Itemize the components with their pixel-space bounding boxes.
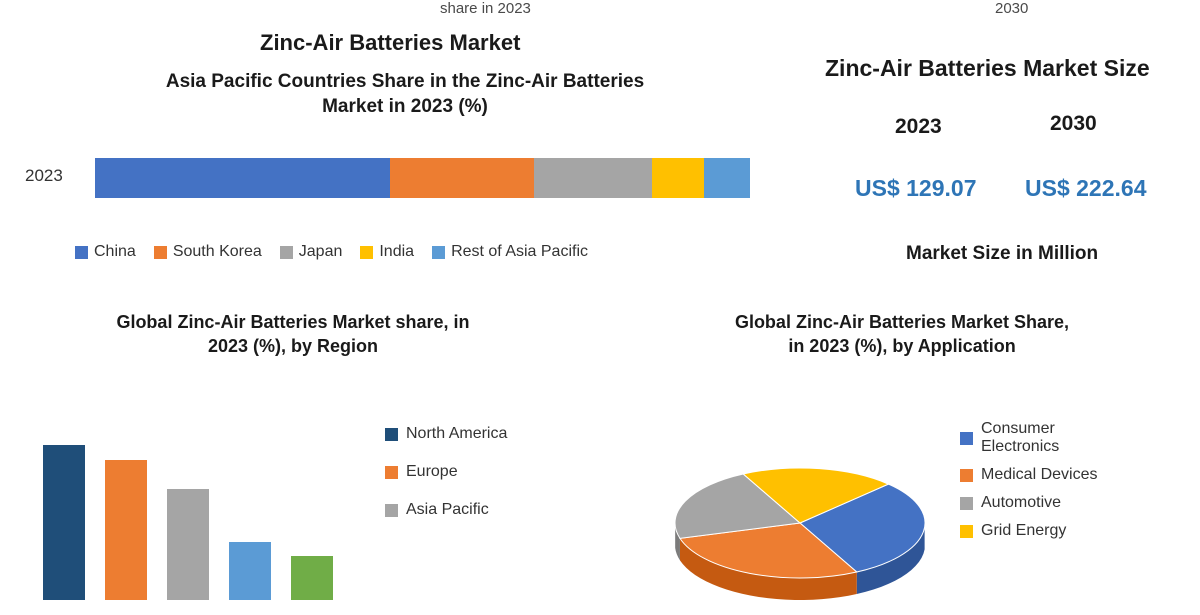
- apac-legend: China South Korea Japan India Rest of Asia P…: [75, 243, 775, 261]
- region-bar: [229, 542, 271, 600]
- region-bar: [43, 445, 85, 600]
- pie-chart: [660, 455, 940, 610]
- legend-swatch: [385, 428, 398, 441]
- region-bar: [167, 489, 209, 600]
- stacked-segment: [652, 158, 704, 198]
- apac-stacked-bar: [95, 158, 750, 198]
- legend-label: Asia Pacific: [406, 501, 489, 519]
- legend-label: China: [94, 243, 136, 261]
- legend-item: Europe: [385, 463, 507, 481]
- legend-item: Automotive: [960, 494, 1131, 512]
- legend-item: Consumer Electronics: [960, 420, 1131, 456]
- main-title: Zinc-Air Batteries Market: [260, 30, 520, 56]
- legend-swatch: [75, 246, 88, 259]
- truncated-text-left: share in 2023: [440, 0, 531, 17]
- legend-swatch: [280, 246, 293, 259]
- legend-label: Grid Energy: [981, 522, 1066, 540]
- stacked-segment: [390, 158, 534, 198]
- pie-legend: Consumer Electronics Medical Devices Autom…: [960, 420, 1131, 540]
- legend-item: North America: [385, 425, 507, 443]
- legend-label: Japan: [299, 243, 343, 261]
- pie-chart-title: Global Zinc-Air Batteries Market Share, …: [682, 310, 1122, 359]
- market-size-title: Zinc-Air Batteries Market Size: [825, 55, 1150, 82]
- region-legend: North America Europe Asia Pacific: [385, 425, 507, 519]
- legend-item: Medical Devices: [960, 466, 1131, 484]
- truncated-text-right: 2030: [995, 0, 1028, 17]
- legend-label: Automotive: [981, 494, 1061, 512]
- legend-label: Medical Devices: [981, 466, 1097, 484]
- market-size-year-a: 2023: [895, 115, 942, 139]
- legend-swatch: [960, 525, 973, 538]
- legend-swatch: [960, 469, 973, 482]
- legend-swatch: [385, 504, 398, 517]
- legend-swatch: [385, 466, 398, 479]
- market-size-value-a: US$ 129.07: [855, 175, 976, 202]
- legend-swatch: [360, 246, 373, 259]
- legend-item: Rest of Asia Pacific: [432, 243, 588, 261]
- apac-year-label: 2023: [25, 166, 63, 186]
- market-size-value-b: US$ 222.64: [1025, 175, 1146, 202]
- region-bar: [291, 556, 333, 600]
- legend-item: Grid Energy: [960, 522, 1131, 540]
- legend-item: Asia Pacific: [385, 501, 507, 519]
- region-bar-chart: [35, 420, 365, 600]
- legend-item: Japan: [280, 243, 343, 261]
- region-chart-title: Global Zinc-Air Batteries Market share, …: [108, 310, 478, 359]
- legend-item: South Korea: [154, 243, 262, 261]
- legend-item: China: [75, 243, 136, 261]
- region-bar: [105, 460, 147, 600]
- legend-label: South Korea: [173, 243, 262, 261]
- legend-swatch: [154, 246, 167, 259]
- stacked-segment: [534, 158, 652, 198]
- market-size-year-b: 2030: [1050, 112, 1097, 136]
- legend-swatch: [960, 432, 973, 445]
- legend-label: North America: [406, 425, 507, 443]
- legend-label: Europe: [406, 463, 458, 481]
- legend-swatch: [960, 497, 973, 510]
- legend-label: Consumer Electronics: [981, 420, 1131, 456]
- legend-label: Rest of Asia Pacific: [451, 243, 588, 261]
- legend-item: India: [360, 243, 414, 261]
- stacked-segment: [704, 158, 750, 198]
- apac-subtitle: Asia Pacific Countries Share in the Zinc…: [130, 70, 680, 119]
- legend-label: India: [379, 243, 414, 261]
- market-size-subtitle: Market Size in Million: [906, 243, 1098, 265]
- stacked-segment: [95, 158, 390, 198]
- legend-swatch: [432, 246, 445, 259]
